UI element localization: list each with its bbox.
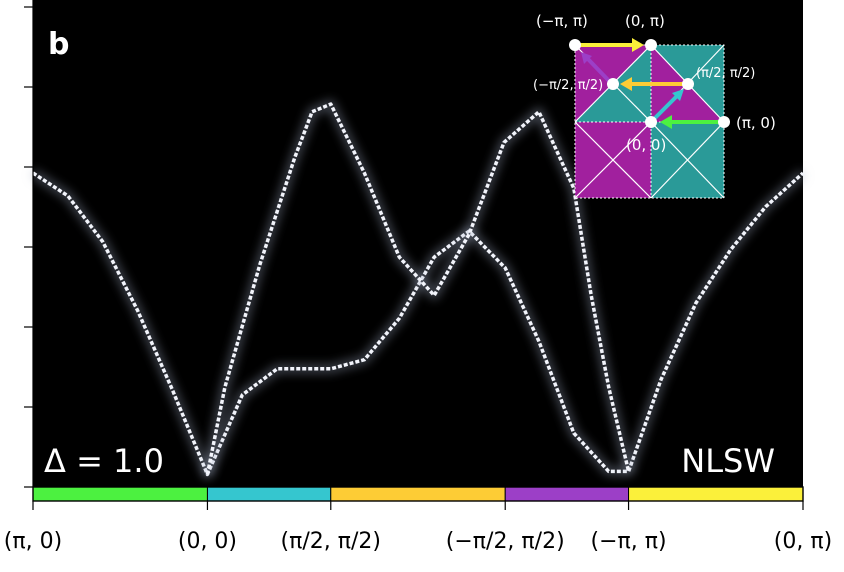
bz-label-mhalf: (−π/2, π/2) xyxy=(533,78,603,93)
x-tick-label-1: (0, 0) xyxy=(178,529,237,554)
branch-line-0 xyxy=(32,171,805,477)
x-axis-ticks: (π, 0) (0, 0) (π/2, π/2) (−π/2, π/2) (−π, π)… xyxy=(4,501,832,554)
path-segment-2 xyxy=(330,486,506,502)
bz-diag-8 xyxy=(650,121,725,199)
bz-path-arrows xyxy=(573,38,724,129)
arrow-head-purple xyxy=(581,52,592,64)
bz-point-0pi xyxy=(645,39,657,51)
arrow-mhalfhalf-to-mpipi xyxy=(585,56,614,86)
bz-diag-7 xyxy=(574,121,652,199)
bz-label-pi0: (π, 0) xyxy=(736,114,776,132)
bz-inset: (−π, π) (0, π) (−π/2, π/2) (π/2, π/2) (π… xyxy=(533,12,776,199)
path-segment-1 xyxy=(206,486,332,502)
path-bar-frame xyxy=(32,486,804,502)
x-tick-label-2: (π/2, π/2) xyxy=(281,529,381,554)
arrow-head-cyan xyxy=(672,89,684,101)
spectral-branches xyxy=(30,100,806,479)
bz-point-phalf xyxy=(682,78,694,90)
x-tick-label-5: (0, π) xyxy=(774,529,832,554)
bz-point-mpipi xyxy=(569,39,581,51)
x-tick-label-3: (−π/2, π/2) xyxy=(446,529,565,554)
bz-label-mpipi: (−π, π) xyxy=(536,12,588,30)
arrow-head-green xyxy=(660,115,672,129)
arrow-head-orange xyxy=(620,77,632,91)
path-segment-0 xyxy=(32,486,208,502)
arrow-head-yellow xyxy=(632,38,644,52)
path-segment-3 xyxy=(504,486,630,502)
bz-point-mhalf xyxy=(607,78,619,90)
parameter-label: Δ = 1.0 xyxy=(44,442,164,480)
path-color-bar xyxy=(32,486,804,502)
arrow-00-to-halfhalf xyxy=(649,93,680,124)
bz-label-00: (0, 0) xyxy=(626,136,666,154)
bz-label-phalf: (π/2, π/2) xyxy=(696,66,755,81)
branch-line-1 xyxy=(205,102,631,475)
y-axis-ticks xyxy=(24,6,33,488)
x-tick-label-4: (−π, π) xyxy=(591,529,667,554)
method-label: NLSW xyxy=(681,442,775,480)
x-tick-label-0: (π, 0) xyxy=(4,529,62,554)
bz-point-00 xyxy=(645,116,657,128)
bz-point-pi0 xyxy=(718,116,730,128)
bz-label-0pi: (0, π) xyxy=(625,12,665,30)
path-segment-4 xyxy=(628,486,804,502)
panel-label: b xyxy=(48,27,69,62)
